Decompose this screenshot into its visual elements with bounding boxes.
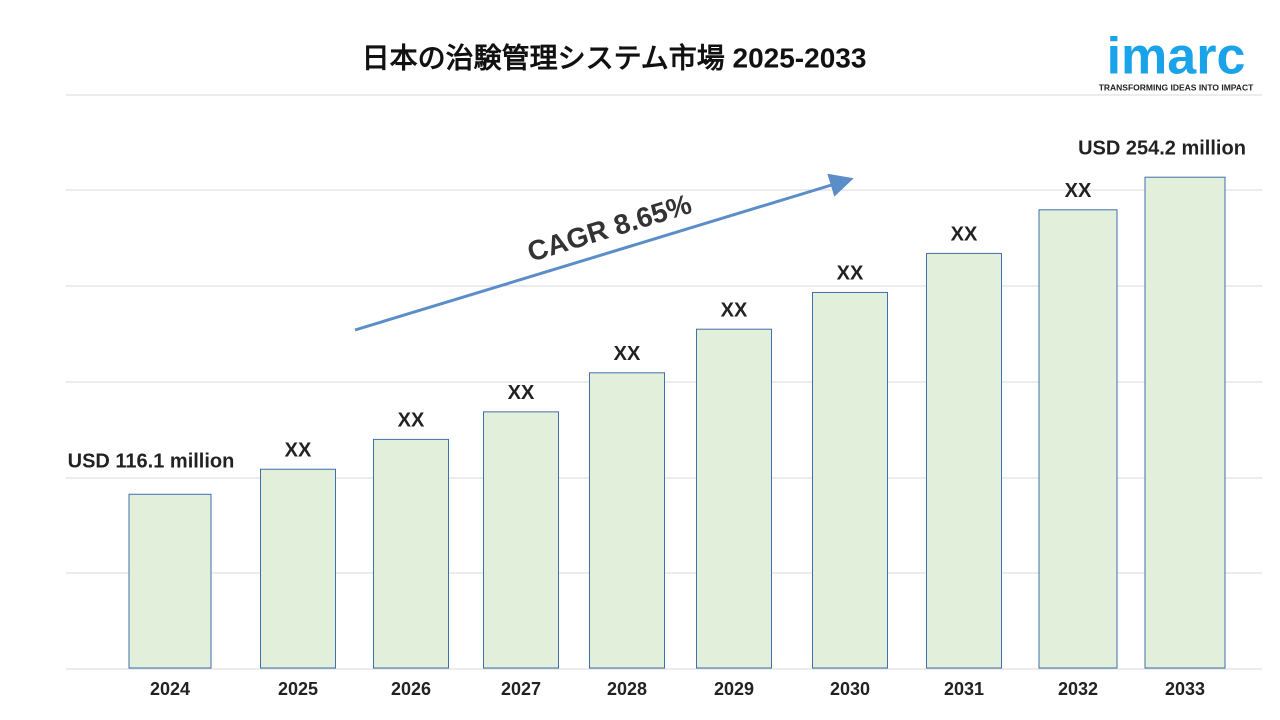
bar (1144, 176, 1226, 669)
bar (260, 468, 336, 669)
cagr-arrow (354, 173, 854, 332)
value-label: XX (508, 382, 535, 404)
x-tick-label: 2031 (944, 679, 984, 699)
value-label: XX (951, 224, 978, 246)
bar (128, 493, 212, 669)
bar (589, 372, 665, 669)
value-label: XX (721, 299, 748, 321)
x-tick-label: 2026 (391, 679, 431, 699)
bar (696, 328, 772, 669)
x-tick-label: 2027 (501, 679, 541, 699)
bar (926, 252, 1002, 669)
chart-title: 日本の治験管理システム市場 2025-2033 (362, 41, 867, 73)
logo: imarc TRANSFORMING IDEAS INTO IMPACT (1099, 28, 1254, 93)
value-label: USD 254.2 million (1078, 137, 1246, 159)
value-label: XX (285, 440, 312, 462)
bar (1038, 209, 1118, 669)
value-label: XX (837, 263, 864, 285)
bar (812, 291, 888, 669)
value-label: XX (398, 410, 425, 432)
x-tick-label: 2030 (830, 679, 870, 699)
x-tick-label: 2024 (150, 679, 190, 699)
logo-name: imarc (1107, 28, 1246, 86)
bar (483, 411, 559, 669)
value-label: XX (1065, 180, 1092, 202)
x-tick-label: 2033 (1165, 679, 1205, 699)
x-tick-label: 2032 (1058, 679, 1098, 699)
x-tick-label: 2025 (278, 679, 318, 699)
value-label: XX (614, 343, 641, 365)
x-tick-label: 2029 (714, 679, 754, 699)
logo-tagline: TRANSFORMING IDEAS INTO IMPACT (1099, 82, 1254, 92)
value-label: USD 116.1 million (68, 451, 235, 473)
x-tick-label: 2028 (607, 679, 647, 699)
bar (373, 438, 449, 669)
